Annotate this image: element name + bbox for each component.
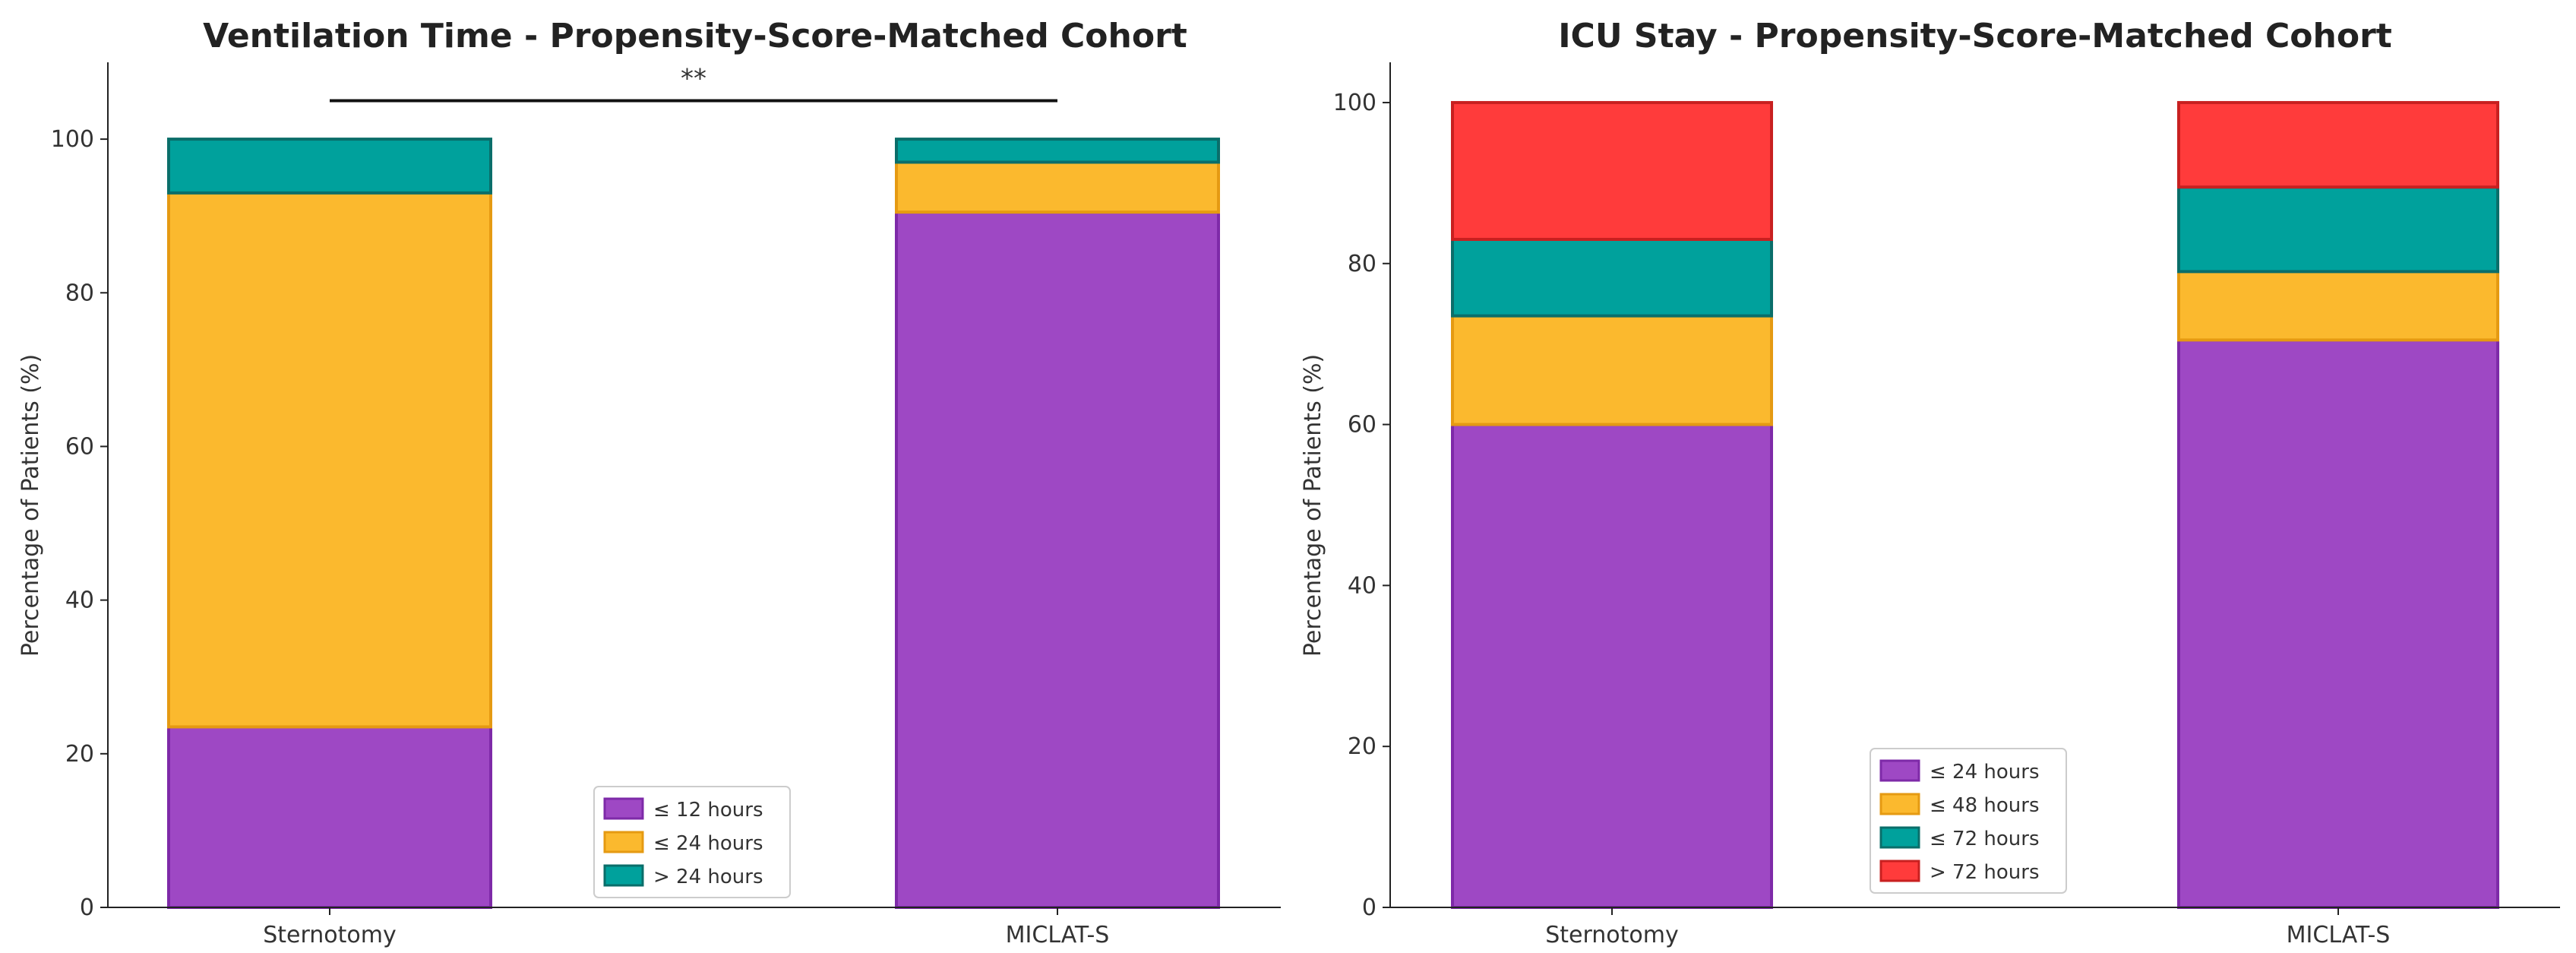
- legend-label: > 72 hours: [1930, 861, 2040, 884]
- y-axis-label: Percentage of Patients (%): [17, 354, 44, 657]
- legend-label: ≤ 48 hours: [1930, 794, 2040, 817]
- axes: [107, 62, 1281, 908]
- legend: ≤ 24 hours ≤ 48 hours ≤ 72 hours > 72 hours: [1870, 748, 2067, 894]
- bar-miclat-s-series-1: [895, 160, 1220, 214]
- y-tick-label: 40: [1348, 572, 1377, 599]
- bar-miclat-s-series-2: [895, 138, 1220, 164]
- significance-stars: **: [681, 64, 706, 94]
- bar-miclat-s-series-0: [2177, 338, 2499, 910]
- y-tick-label: 60: [1348, 412, 1377, 439]
- legend-swatch: [603, 864, 644, 887]
- bar-sternotomy-series-2: [167, 138, 492, 195]
- y-tick-label: 100: [51, 126, 94, 153]
- legend-label: ≤ 24 hours: [1930, 761, 2040, 784]
- bar-sternotomy-series-0: [167, 725, 492, 909]
- legend: ≤ 12 hours ≤ 24 hours > 24 hours: [593, 786, 791, 898]
- bars: [1451, 100, 2499, 910]
- y-tick-label: 20: [1348, 733, 1377, 760]
- legend-swatch: [603, 831, 644, 853]
- bar-sternotomy-series-2: [1451, 237, 1773, 318]
- legend-swatch: [1879, 793, 1920, 815]
- legend-label: ≤ 24 hours: [653, 832, 763, 855]
- bar-sternotomy-series-1: [167, 191, 492, 729]
- bar-miclat-s-series-0: [895, 211, 1220, 909]
- y-tick-label: 40: [65, 587, 94, 614]
- y-tick-label: 80: [65, 280, 94, 306]
- significance-annotation: **: [330, 64, 1057, 103]
- x-tick-label: Sternotomy: [263, 922, 397, 948]
- chart-title: ICU Stay - Propensity-Score-Matched Coho…: [1558, 17, 2392, 55]
- bar-sternotomy-series-3: [1451, 100, 1773, 241]
- legend-label: ≤ 72 hours: [1930, 828, 2040, 850]
- legend-swatch: [603, 797, 644, 820]
- y-tick-label: 100: [1333, 90, 1377, 116]
- legend-label: > 24 hours: [653, 866, 763, 888]
- y-axis-label: Percentage of Patients (%): [1300, 354, 1326, 657]
- x-tick-label: Sternotomy: [1545, 922, 1679, 948]
- bar-miclat-s-series-3: [2177, 100, 2499, 189]
- x-tick-label: MICLAT-S: [1006, 922, 1110, 948]
- legend-swatch: [1879, 759, 1920, 782]
- y-tick-label: 20: [65, 741, 94, 768]
- bars: [167, 138, 1220, 909]
- bar-sternotomy-series-0: [1451, 423, 1773, 909]
- x-tick-label: MICLAT-S: [2287, 922, 2391, 948]
- legend-swatch: [1879, 860, 1920, 882]
- chart-title: Ventilation Time - Propensity-Score-Matc…: [203, 17, 1187, 55]
- icu-stay-chart: ICU Stay - Propensity-Score-Matched Coho…: [1300, 17, 2560, 948]
- legend-label: ≤ 12 hours: [653, 799, 763, 822]
- y-tick-label: 80: [1348, 251, 1377, 277]
- axes: [1389, 62, 2560, 908]
- tick-labels: 0 20 40 60 80 100 Sternotomy MICLAT-S: [1333, 90, 2391, 948]
- bar-miclat-s-series-2: [2177, 185, 2499, 274]
- y-tick-label: 0: [1362, 894, 1377, 921]
- bar-sternotomy-series-1: [1451, 314, 1773, 426]
- ventilation-time-chart: Ventilation Time - Propensity-Score-Matc…: [17, 17, 1281, 948]
- legend-swatch: [1879, 826, 1920, 849]
- bar-miclat-s-series-1: [2177, 270, 2499, 342]
- y-tick-label: 0: [80, 894, 94, 921]
- legend-box: [1870, 748, 2067, 894]
- y-tick-label: 60: [65, 433, 94, 460]
- tick-labels: 0 20 40 60 80 100 Sternotomy MICLAT-S: [51, 126, 1110, 948]
